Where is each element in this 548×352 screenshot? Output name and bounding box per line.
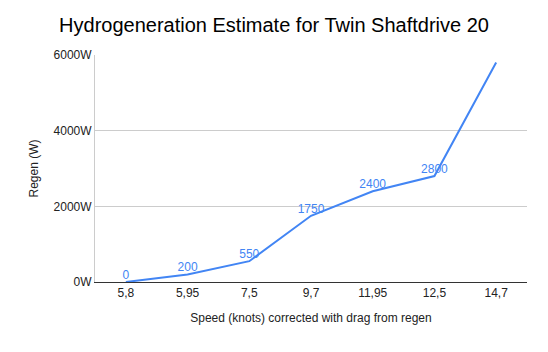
- svg-text:4000W: 4000W: [54, 124, 93, 138]
- svg-text:5,95: 5,95: [176, 286, 200, 300]
- svg-text:2000W: 2000W: [54, 200, 93, 214]
- svg-text:0W: 0W: [74, 275, 93, 289]
- svg-text:2800: 2800: [421, 162, 448, 176]
- svg-text:200: 200: [178, 260, 198, 274]
- svg-text:0: 0: [123, 268, 130, 282]
- svg-text:6000W: 6000W: [54, 48, 93, 62]
- svg-text:1750: 1750: [298, 202, 325, 216]
- svg-text:11,95: 11,95: [358, 286, 387, 300]
- svg-text:550: 550: [239, 247, 259, 261]
- svg-text:Hydrogeneration Estimate for T: Hydrogeneration Estimate for Twin Shaftd…: [59, 14, 489, 36]
- svg-text:7,5: 7,5: [241, 286, 258, 300]
- svg-text:Regen (W): Regen (W): [27, 139, 41, 197]
- svg-text:14,7: 14,7: [484, 286, 508, 300]
- svg-text:Speed (knots) corrected with d: Speed (knots) corrected with drag from r…: [190, 311, 431, 325]
- svg-text:2400: 2400: [359, 177, 386, 191]
- svg-text:5,8: 5,8: [118, 286, 135, 300]
- svg-text:12,5: 12,5: [423, 286, 447, 300]
- svg-text:9,7: 9,7: [303, 286, 320, 300]
